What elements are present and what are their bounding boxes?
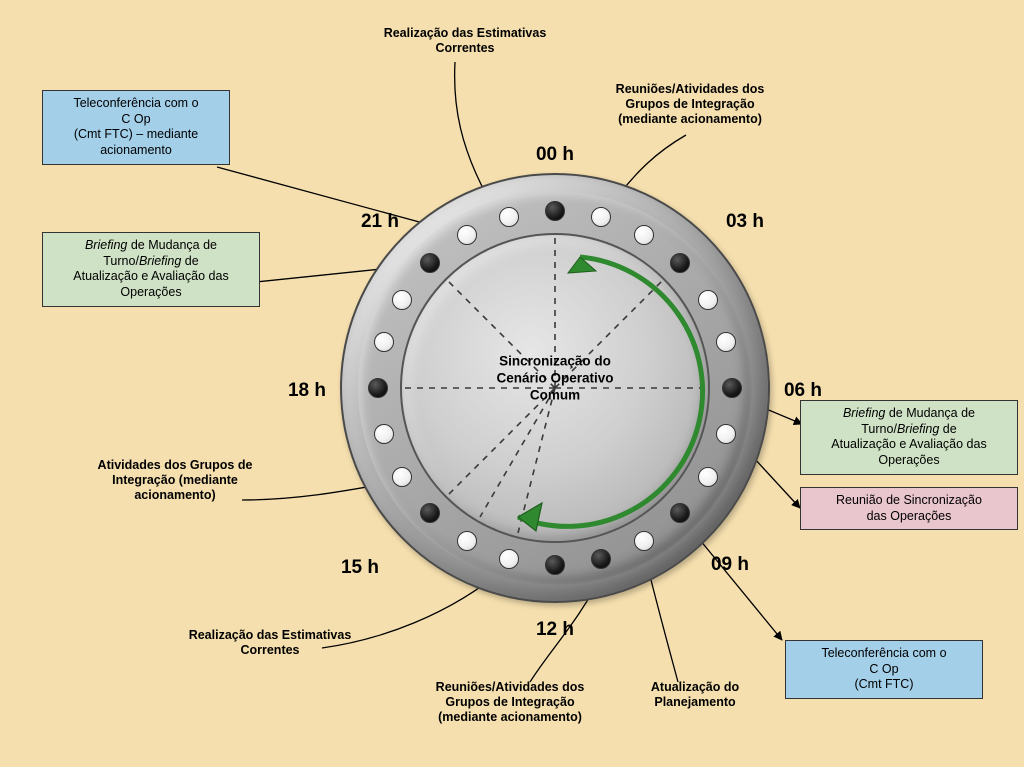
label-est-top: Realização das Estimativas Correntes bbox=[370, 26, 560, 56]
t: Realização das Estimativas bbox=[170, 628, 370, 643]
box-sync: Reunião de Sincronização das Operações bbox=[800, 487, 1018, 530]
t: Atualização e Avaliação das bbox=[51, 269, 251, 285]
t: (Cmt FTC) bbox=[794, 677, 974, 693]
t: Turno/Briefing de bbox=[51, 254, 251, 270]
t: Operações bbox=[809, 453, 1009, 469]
t: C Op bbox=[794, 662, 974, 678]
clock-stud bbox=[634, 225, 654, 245]
t: Correntes bbox=[170, 643, 370, 658]
clock-stud bbox=[457, 531, 477, 551]
box-teleconf-top: Teleconferência com o C Op (Cmt FTC) – m… bbox=[42, 90, 230, 165]
clock-stud bbox=[392, 467, 412, 487]
label-ativ-left: Atividades dos Grupos de Integração (med… bbox=[80, 458, 270, 503]
t: das Operações bbox=[809, 509, 1009, 525]
clock-stud bbox=[591, 549, 611, 569]
t: acionamento) bbox=[80, 488, 270, 503]
clock-stud bbox=[374, 332, 394, 352]
battle-rhythm-clock: Sincronização do Cenário Operativo Comum bbox=[340, 173, 770, 603]
hour-label: 06 h bbox=[784, 380, 822, 402]
t: Atividades dos Grupos de bbox=[80, 458, 270, 473]
t: (mediante acionamento) bbox=[410, 710, 610, 725]
hour-label: 03 h bbox=[726, 211, 764, 233]
box-briefing-right: Briefing de Mudança de Turno/Briefing de… bbox=[800, 400, 1018, 475]
hour-label: 00 h bbox=[536, 144, 574, 166]
label-reun-bot: Reuniões/Atividades dos Grupos de Integr… bbox=[410, 680, 610, 725]
t: Grupos de Integração bbox=[410, 695, 610, 710]
center-line2: Cenário Operativo bbox=[496, 371, 613, 388]
center-line1: Sincronização do bbox=[496, 354, 613, 371]
t: Integração (mediante bbox=[80, 473, 270, 488]
t: Teleconferência com o bbox=[794, 646, 974, 662]
clock-stud bbox=[698, 467, 718, 487]
t: Atualização e Avaliação das bbox=[809, 437, 1009, 453]
t: acionamento bbox=[51, 143, 221, 159]
t: Turno/Briefing de bbox=[809, 422, 1009, 438]
label-atual: Atualização do Planejamento bbox=[625, 680, 765, 710]
clock-stud bbox=[545, 555, 565, 575]
hour-label: 15 h bbox=[341, 557, 379, 579]
clock-stud bbox=[392, 290, 412, 310]
hour-label: 18 h bbox=[288, 380, 326, 402]
clock-stud bbox=[420, 503, 440, 523]
clock-stud bbox=[670, 253, 690, 273]
clock-stud bbox=[457, 225, 477, 245]
t: Teleconferência com o bbox=[51, 96, 221, 112]
label-est-bot: Realização das Estimativas Correntes bbox=[170, 628, 370, 658]
t: (mediante acionamento) bbox=[595, 112, 785, 127]
clock-stud bbox=[716, 332, 736, 352]
clock-stud bbox=[499, 207, 519, 227]
clock-stud bbox=[698, 290, 718, 310]
t: Correntes bbox=[370, 41, 560, 56]
clock-stud bbox=[670, 503, 690, 523]
hour-label: 21 h bbox=[361, 211, 399, 233]
t: Atualização do bbox=[625, 680, 765, 695]
clock-stud bbox=[722, 378, 742, 398]
diagram-stage: Sincronização do Cenário Operativo Comum… bbox=[0, 0, 1024, 767]
clock-stud bbox=[545, 201, 565, 221]
t: Planejamento bbox=[625, 695, 765, 710]
t: Realização das Estimativas bbox=[370, 26, 560, 41]
t: Reuniões/Atividades dos bbox=[595, 82, 785, 97]
t: Briefing de Mudança de bbox=[809, 406, 1009, 422]
hour-label: 12 h bbox=[536, 619, 574, 641]
clock-stud bbox=[591, 207, 611, 227]
box-teleconf-bottom: Teleconferência com o C Op (Cmt FTC) bbox=[785, 640, 983, 699]
box-briefing-left: Briefing de Mudança de Turno/Briefing de… bbox=[42, 232, 260, 307]
clock-stud bbox=[499, 549, 519, 569]
t: Reunião de Sincronização bbox=[809, 493, 1009, 509]
clock-stud bbox=[634, 531, 654, 551]
t: C Op bbox=[51, 112, 221, 128]
t: Grupos de Integração bbox=[595, 97, 785, 112]
t: Briefing de Mudança de bbox=[51, 238, 251, 254]
center-line3: Comum bbox=[496, 388, 613, 405]
t: Operações bbox=[51, 285, 251, 301]
clock-stud bbox=[374, 424, 394, 444]
clock-center-label: Sincronização do Cenário Operativo Comum bbox=[496, 354, 613, 405]
label-reun-top: Reuniões/Atividades dos Grupos de Integr… bbox=[595, 82, 785, 127]
clock-stud bbox=[368, 378, 388, 398]
clock-stud bbox=[420, 253, 440, 273]
hour-label: 09 h bbox=[711, 554, 749, 576]
t: (Cmt FTC) – mediante bbox=[51, 127, 221, 143]
clock-stud bbox=[716, 424, 736, 444]
t: Reuniões/Atividades dos bbox=[410, 680, 610, 695]
